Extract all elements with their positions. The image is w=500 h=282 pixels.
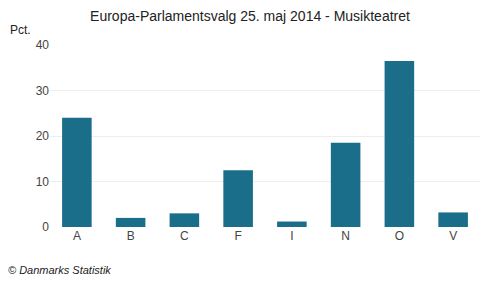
- svg-text:F: F: [234, 229, 241, 243]
- svg-text:N: N: [341, 229, 350, 243]
- svg-text:10: 10: [36, 175, 50, 189]
- svg-text:Pct.: Pct.: [10, 23, 31, 37]
- svg-text:O: O: [395, 229, 404, 243]
- svg-text:V: V: [449, 229, 457, 243]
- svg-text:30: 30: [36, 84, 50, 98]
- svg-text:C: C: [180, 229, 189, 243]
- svg-text:20: 20: [36, 129, 50, 143]
- svg-text:0: 0: [42, 220, 49, 234]
- svg-text:I: I: [290, 229, 293, 243]
- svg-text:B: B: [127, 229, 135, 243]
- svg-text:Europa-Parlamentsvalg 25. maj: Europa-Parlamentsvalg 25. maj 2014 - Mus…: [90, 8, 410, 24]
- svg-text:40: 40: [36, 38, 50, 52]
- svg-text:A: A: [73, 229, 81, 243]
- svg-text:© Danmarks Statistik: © Danmarks Statistik: [8, 264, 111, 276]
